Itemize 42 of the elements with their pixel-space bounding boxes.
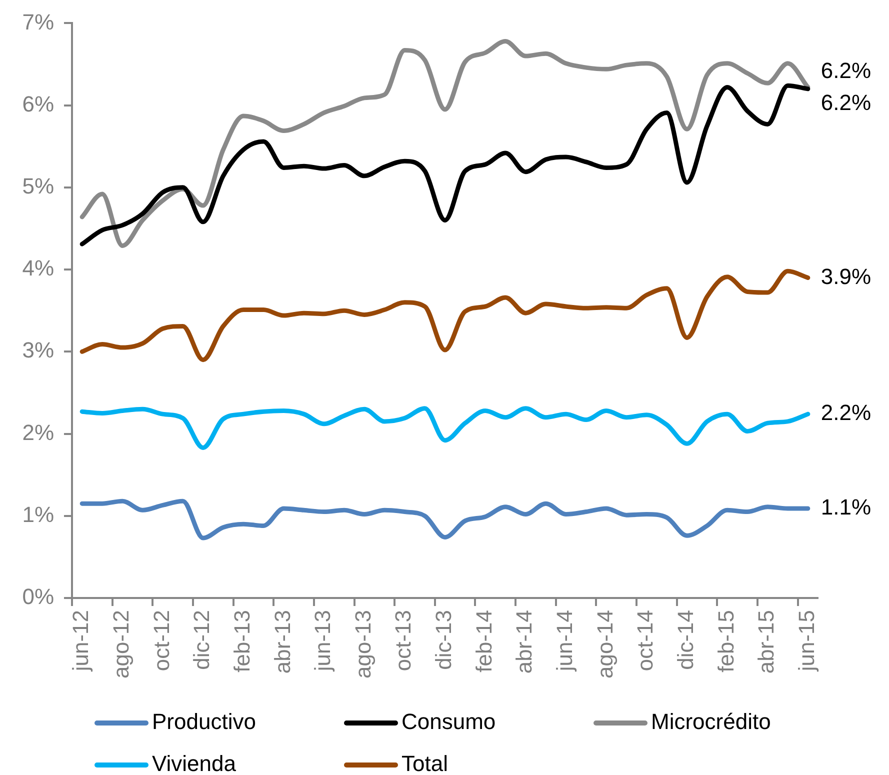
y-tick-label: 0%	[22, 584, 54, 610]
x-tick-label: feb-13	[229, 610, 254, 672]
x-tick-label: feb-15	[713, 610, 738, 672]
y-tick-label: 2%	[22, 420, 54, 445]
x-tick-label: ago-14	[592, 610, 618, 679]
x-tick-label: feb-14	[471, 610, 496, 672]
data-label: 3.9%	[820, 264, 872, 289]
line-series	[80, 406, 810, 450]
data-label: 6.2%	[820, 90, 872, 116]
y-tick-label: 3%	[22, 338, 54, 363]
x-tick-label: dic-12	[189, 610, 214, 670]
y-tick-label: 7%	[22, 9, 54, 34]
data-label: 2.2%	[820, 400, 872, 426]
x-tick-label: jun-13	[310, 610, 336, 672]
x-tick-label: jun-14	[552, 610, 578, 672]
line-series	[80, 498, 810, 540]
legend-label: Microcrédito	[651, 709, 771, 734]
x-tick-label: dic-13	[431, 610, 456, 670]
x-tick-label: abr-13	[270, 610, 295, 674]
legend-label: Productivo	[152, 709, 256, 734]
x-tick-label: oct-14	[632, 610, 658, 672]
y-tick-label: 1%	[22, 502, 54, 527]
x-tick-label: oct-12	[148, 610, 174, 672]
data-label: 1.1%	[820, 494, 872, 520]
x-tick-label: jun-15	[794, 610, 819, 672]
legend-label: Vivienda	[152, 751, 237, 775]
y-tick-label: 4%	[22, 256, 54, 281]
x-tick-label: dic-14	[673, 610, 698, 670]
x-tick-label: jun-12	[68, 610, 94, 672]
legend-label: Consumo	[402, 709, 496, 734]
x-tick-label: oct-13	[390, 610, 416, 672]
x-tick-label: ago-13	[350, 610, 376, 679]
x-tick-label: abr-15	[754, 610, 779, 674]
line-series	[80, 268, 810, 362]
x-tick-label: ago-12	[108, 610, 134, 679]
x-tick-label: abr-14	[512, 610, 537, 674]
legend-label: Total	[402, 751, 448, 775]
line-series	[80, 83, 810, 246]
data-label: 6.2%	[820, 58, 872, 84]
y-tick-label: 5%	[22, 173, 54, 198]
line-series	[80, 39, 810, 248]
y-tick-label: 6%	[22, 91, 54, 116]
